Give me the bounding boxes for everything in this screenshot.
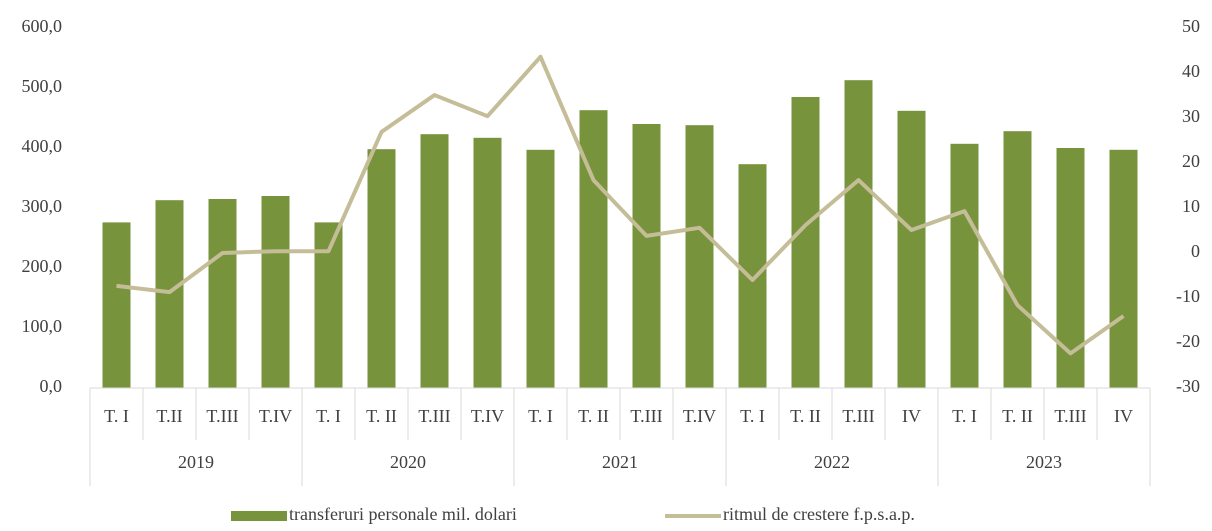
- y2-tick-label: -10: [1176, 286, 1200, 306]
- legend-label: ritmul de crestere f.p.s.a.p.: [723, 504, 915, 524]
- y-tick-label: 500,0: [22, 76, 63, 96]
- x-tick-label: IV: [902, 406, 921, 426]
- y2-tick-label: 30: [1182, 106, 1200, 126]
- group-label: 2021: [602, 452, 638, 472]
- bar: [473, 137, 502, 388]
- bar: [685, 125, 714, 388]
- x-tick-label: T.IV: [683, 406, 716, 426]
- x-tick-label: T. II: [1002, 406, 1033, 426]
- y-tick-label: 300,0: [22, 196, 63, 216]
- bar: [1003, 131, 1032, 388]
- bar: [420, 134, 449, 388]
- x-tick-label: T. II: [790, 406, 821, 426]
- x-tick-label: T.IV: [471, 406, 504, 426]
- bar: [261, 196, 290, 388]
- y-tick-label: 100,0: [22, 316, 63, 336]
- x-tick-label: T. II: [578, 406, 609, 426]
- y2-tick-label: 10: [1182, 196, 1200, 216]
- x-tick-label: IV: [1114, 406, 1133, 426]
- x-tick-label: T. I: [104, 406, 129, 426]
- bar: [579, 110, 608, 388]
- bar: [844, 80, 873, 388]
- bar: [897, 110, 926, 389]
- legend-label: transferuri personale mil. dolari: [289, 504, 517, 524]
- bar: [1109, 149, 1138, 388]
- y2-tick-label: 50: [1182, 16, 1200, 36]
- x-tick-label: T.III: [206, 406, 238, 426]
- y2-tick-label: -30: [1176, 376, 1200, 396]
- group-label: 2019: [178, 452, 214, 472]
- y-tick-label: 600,0: [22, 16, 63, 36]
- x-tick-label: T. I: [316, 406, 341, 426]
- bar: [102, 222, 131, 388]
- x-tick-label: T.III: [1054, 406, 1086, 426]
- y2-tick-label: 40: [1182, 61, 1200, 81]
- x-tick-label: T.III: [842, 406, 874, 426]
- y-tick-label: 400,0: [22, 136, 63, 156]
- bar: [791, 97, 820, 388]
- bar: [208, 199, 237, 388]
- bar: [526, 149, 555, 388]
- y2-tick-label: 0: [1191, 241, 1200, 261]
- group-label: 2022: [814, 452, 850, 472]
- x-tick-label: T.IV: [259, 406, 292, 426]
- x-tick-label: T. I: [528, 406, 553, 426]
- bar: [367, 149, 396, 388]
- y2-tick-label: -20: [1176, 331, 1200, 351]
- x-tick-label: T.III: [418, 406, 450, 426]
- y-tick-label: 200,0: [22, 256, 63, 276]
- bar: [738, 164, 767, 388]
- x-tick-label: T.III: [630, 406, 662, 426]
- line: [116, 54, 1125, 356]
- bar: [950, 143, 979, 388]
- legend-swatch: [231, 511, 287, 521]
- group-label: 2020: [390, 452, 426, 472]
- x-tick-label: T. I: [740, 406, 765, 426]
- group-label: 2023: [1026, 452, 1062, 472]
- y2-tick-label: 20: [1182, 151, 1200, 171]
- bar: [632, 124, 661, 388]
- y-tick-label: 0,0: [40, 376, 63, 396]
- x-tick-label: T. I: [952, 406, 977, 426]
- x-tick-label: T.II: [156, 406, 182, 426]
- x-tick-label: T. II: [366, 406, 397, 426]
